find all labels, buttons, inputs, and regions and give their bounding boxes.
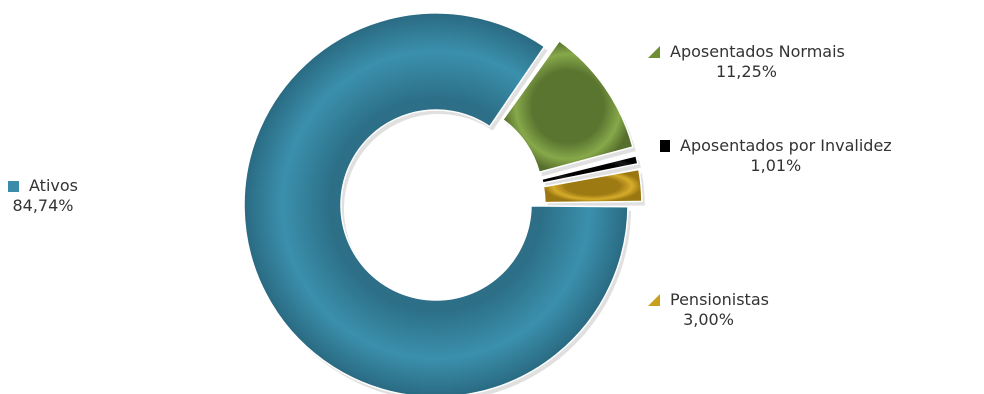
aposentados-normais-name: Aposentados Normais — [670, 42, 845, 61]
legend-label-ativos: Ativos 84,74% — [8, 176, 78, 216]
pensionistas-swatch-icon — [648, 294, 660, 306]
slice-ativos — [243, 12, 629, 394]
pensionistas-name: Pensionistas — [670, 290, 769, 309]
aposentados-invalidez-swatch-icon — [660, 140, 670, 152]
ativos-swatch-icon — [8, 180, 19, 192]
aposentados-normais-percent: 11,25% — [715, 62, 777, 81]
slice-aposentados-normais — [501, 39, 634, 174]
legend-label-pensionistas: Pensionistas 3,00% — [648, 290, 769, 330]
ativos-name: Ativos — [29, 176, 78, 195]
ativos-percent: 84,74% — [12, 196, 74, 215]
slice-aposentados-invalidez — [540, 154, 639, 184]
slice-pensionistas — [542, 168, 643, 204]
pensionistas-percent: 3,00% — [683, 310, 734, 329]
aposentados-normais-swatch-icon — [648, 46, 660, 58]
legend-label-aposentados-normais: Aposentados Normais 11,25% — [648, 42, 845, 82]
aposentados-invalidez-name: Aposentados por Invalidez — [680, 136, 892, 155]
aposentados-invalidez-percent: 1,01% — [750, 156, 802, 175]
legend-label-aposentados-invalidez: Aposentados por Invalidez 1,01% — [660, 136, 892, 176]
